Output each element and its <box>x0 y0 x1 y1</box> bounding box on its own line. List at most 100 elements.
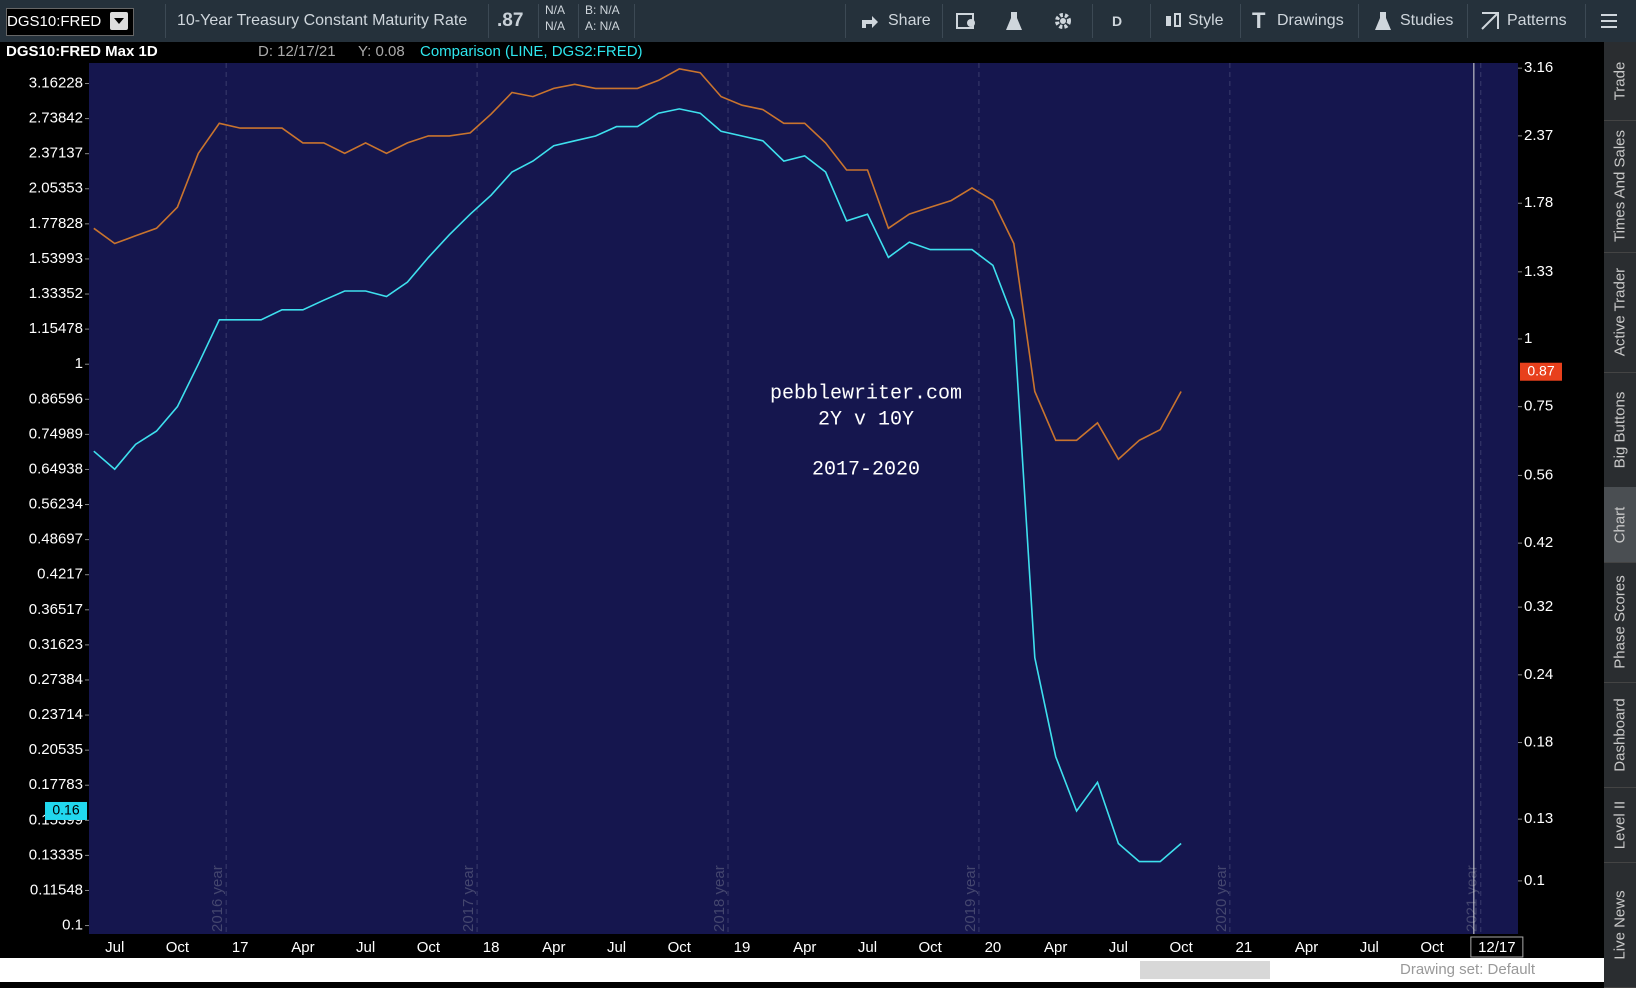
x-tick-label: Apr <box>1295 939 1318 956</box>
x-tick-label: Apr <box>793 939 816 956</box>
ask: A: N/A <box>585 19 620 33</box>
patterns-button[interactable]: Patterns <box>1507 12 1567 29</box>
y-tick-label: 0.13335 <box>29 846 83 863</box>
drawings-button[interactable]: Drawings <box>1277 12 1344 29</box>
y-tick-label: 0.86596 <box>29 390 83 407</box>
side-tab-label: Chart <box>1611 506 1629 543</box>
x-tick-label: 21 <box>1236 939 1253 956</box>
cursor-box <box>1470 936 1524 958</box>
bid: B: N/A <box>585 3 620 17</box>
share-button[interactable]: Share <box>888 12 931 29</box>
y2-tick-label: 3.16 <box>1524 61 1553 76</box>
separator <box>1585 4 1586 38</box>
last-value-label: 0.16 <box>52 802 79 818</box>
separator <box>488 4 489 38</box>
separator <box>845 4 846 38</box>
cursor-label: 12/17 <box>1478 939 1516 956</box>
side-tab[interactable]: Times And Sales <box>1604 120 1636 253</box>
description: 10-Year Treasury Constant Maturity Rate <box>177 12 468 29</box>
y-tick-label: 0.20535 <box>29 741 83 758</box>
y-tick-label: 0.36517 <box>29 601 83 618</box>
side-tab-label: Phase Scores <box>1611 575 1629 669</box>
y2-tick-label: 0.32 <box>1524 598 1553 615</box>
x-tick-label: Oct <box>668 939 692 956</box>
drawing-set[interactable]: Drawing set: Default <box>1400 961 1536 978</box>
y-tick-label: 1.15478 <box>29 320 83 337</box>
side-tab[interactable]: Live News <box>1604 862 1636 988</box>
style-icon <box>1166 13 1181 27</box>
screenshot-icon[interactable] <box>956 11 978 31</box>
series-line <box>93 108 1182 863</box>
studies-button[interactable]: Studies <box>1400 12 1454 29</box>
y2-tick-label: 0.1 <box>1524 872 1545 889</box>
chart: 3.16228 2.73842 2.37137 2.05353 1.77828 1.539… <box>0 61 1604 958</box>
patterns-icon <box>1481 12 1499 30</box>
flask-icon[interactable] <box>1004 10 1024 32</box>
x-tick-label: Oct <box>417 939 441 956</box>
y-tick-label: 0.11548 <box>30 881 83 898</box>
scrollbar-thumb[interactable] <box>1140 961 1270 979</box>
separator <box>1358 4 1359 38</box>
x-tick-label: 17 <box>232 939 249 956</box>
style-button[interactable]: Style <box>1188 12 1224 29</box>
y-tick-label: 2.73842 <box>29 110 83 127</box>
annotation: 2Y v 10Y <box>818 408 914 431</box>
side-tab-label: Trade <box>1611 61 1629 101</box>
comparison-label: Comparison (LINE, DGS2:FRED) <box>420 43 643 60</box>
separator <box>578 4 579 38</box>
y-tick-label: 1.53993 <box>29 250 83 267</box>
year-label: 2021 year <box>1464 865 1481 932</box>
side-tab-label: Times And Sales <box>1611 130 1629 242</box>
y2-tick-label: 0.18 <box>1524 734 1553 751</box>
y2-tick-label: 0.24 <box>1524 666 1553 683</box>
menu-icon[interactable] <box>1600 12 1618 30</box>
aggregation-button[interactable]: D <box>1112 13 1123 29</box>
y2-tick-label: 1 <box>1524 330 1532 347</box>
y2-tick-label: 1.78 <box>1524 194 1553 211</box>
side-tab[interactable]: Trade <box>1604 42 1636 121</box>
year-label: 2019 year <box>962 865 979 932</box>
axis-bg <box>0 934 1604 958</box>
side-tab[interactable]: Level II <box>1604 787 1636 863</box>
side-tabs: Trade Times And Sales Active Trader Big But… <box>1604 42 1636 988</box>
y-tick-label: 0.23714 <box>29 706 83 723</box>
y-tick-label: 0.74989 <box>29 425 83 442</box>
series-line <box>93 68 1182 461</box>
annotation: pebblewriter.com <box>770 382 962 405</box>
cursor-date: D: 12/17/21 <box>258 43 336 60</box>
y-tick-label: 0.48697 <box>29 531 83 548</box>
side-tab[interactable]: Phase Scores <box>1604 562 1636 683</box>
side-tab-label: Live News <box>1611 889 1629 960</box>
y2-tick-label: 2.37 <box>1524 127 1553 144</box>
side-tab[interactable]: Big Buttons <box>1604 372 1636 488</box>
year-label: 2016 year <box>209 865 226 932</box>
x-tick-label: Jul <box>1109 939 1128 956</box>
last-price: .87 <box>497 10 524 31</box>
side-tab[interactable]: Dashboard <box>1604 682 1636 788</box>
y-tick-label: 0.27384 <box>29 671 83 688</box>
y-tick-label: 1.33352 <box>29 285 83 302</box>
separator <box>1092 4 1093 38</box>
separator <box>538 4 539 38</box>
y2-tick-label: 0.13 <box>1524 810 1553 827</box>
year-label: 2018 year <box>711 865 728 932</box>
y2-tick-label: 0.56 <box>1524 466 1553 483</box>
y-tick-label: 0.31623 <box>29 636 83 653</box>
side-tab[interactable]: Active Trader <box>1604 252 1636 373</box>
side-tab[interactable]: Chart <box>1604 487 1636 563</box>
settings-icon[interactable] <box>1053 11 1073 31</box>
plot-area <box>89 63 1518 934</box>
separator <box>1467 4 1468 38</box>
x-tick-label: 19 <box>734 939 751 956</box>
x-tick-label: Jul <box>1360 939 1379 956</box>
y-tick-label: 0.64938 <box>29 460 83 477</box>
studies-icon <box>1375 12 1391 30</box>
symbol-dropdown[interactable] <box>110 12 128 30</box>
x-tick-label: Oct <box>919 939 943 956</box>
x-tick-label: Jul <box>607 939 626 956</box>
x-tick-label: Apr <box>542 939 565 956</box>
y2-tick-label: 0.42 <box>1524 534 1553 551</box>
separator <box>634 4 635 38</box>
side-tab-label: Dashboard <box>1611 697 1629 772</box>
last-value-box <box>45 801 87 820</box>
